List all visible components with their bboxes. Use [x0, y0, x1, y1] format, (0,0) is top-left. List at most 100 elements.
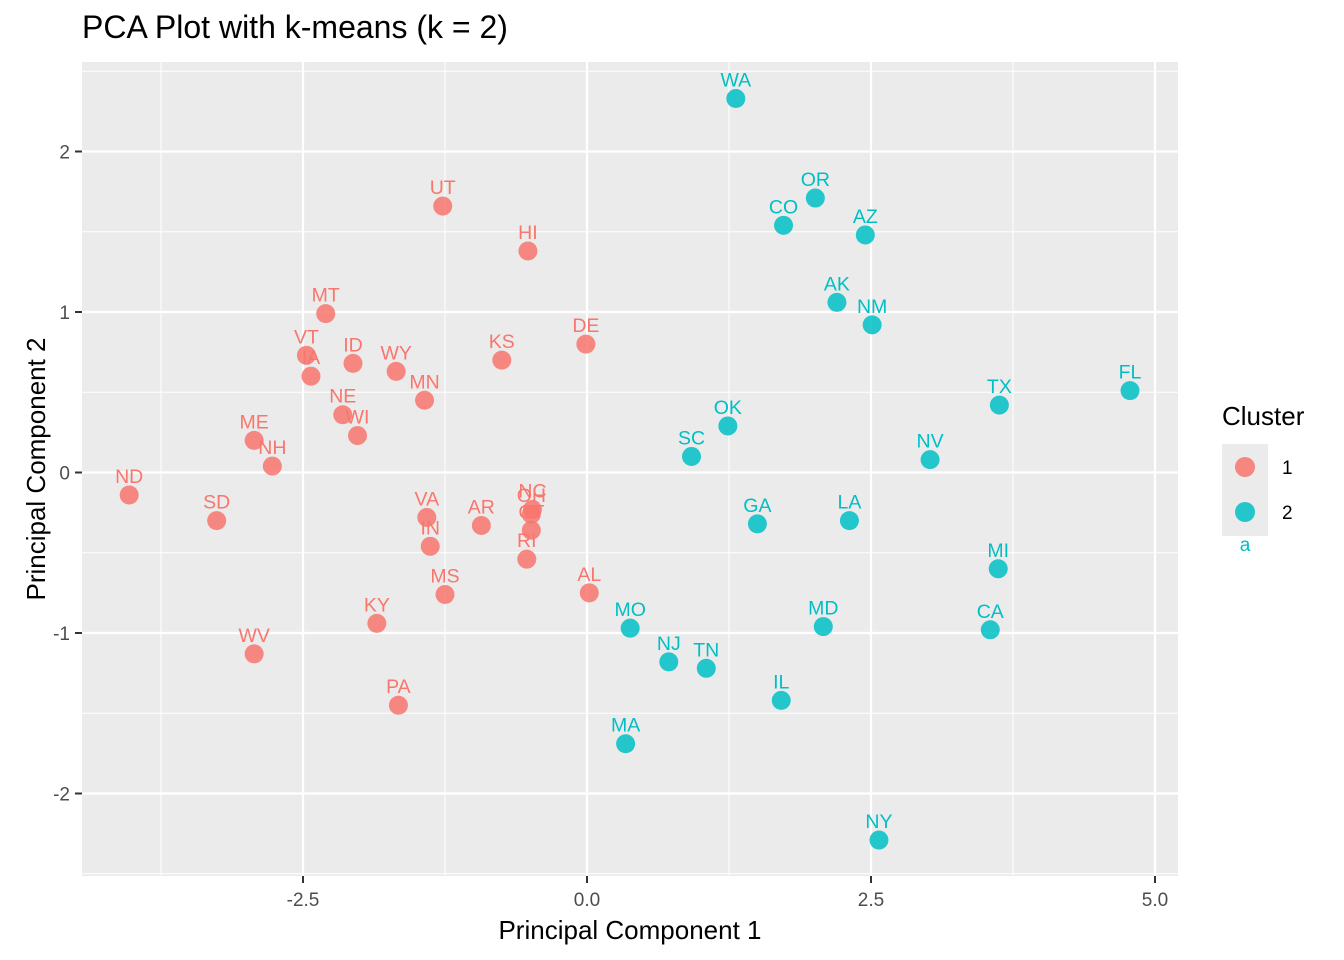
legend-key-2-text-glyph: a [1240, 535, 1251, 556]
point-label-or: OR [801, 169, 830, 191]
point-label-ct: CT [518, 501, 544, 523]
point-fl [1120, 381, 1140, 401]
y-tick-label: -2 [53, 785, 70, 806]
point-ri [517, 549, 537, 569]
point-pa [388, 695, 408, 715]
point-label-wy: WY [380, 342, 411, 364]
point-label-ok: OK [714, 397, 742, 419]
x-axis-title: Principal Component 1 [498, 915, 761, 945]
point-label-ca: CA [977, 601, 1004, 623]
point-nv [920, 450, 940, 470]
point-al [579, 583, 599, 603]
point-label-nd: ND [115, 466, 143, 488]
point-label-pa: PA [386, 676, 411, 698]
point-label-al: AL [577, 564, 601, 586]
point-il [771, 690, 791, 710]
point-tx [989, 395, 1009, 415]
point-ne [333, 405, 353, 425]
point-label-wi: WI [346, 407, 370, 429]
y-tick-label: 1 [59, 303, 70, 324]
legend-key-2-swatch [1235, 502, 1255, 522]
point-ar [471, 515, 491, 535]
point-label-nj: NJ [657, 633, 681, 655]
point-label-id: ID [343, 334, 363, 356]
point-label-mo: MO [614, 599, 645, 621]
legend: Cluster 1 2 a [1222, 401, 1305, 556]
point-label-hi: HI [518, 222, 538, 244]
point-nh [262, 456, 282, 476]
point-label-mt: MT [312, 285, 340, 307]
point-label-mn: MN [409, 371, 439, 393]
point-nd [119, 485, 139, 505]
point-label-de: DE [572, 315, 599, 337]
point-label-nv: NV [917, 431, 944, 453]
legend-label-1: 1 [1282, 458, 1293, 479]
point-hi [518, 241, 538, 261]
point-tn [696, 658, 716, 678]
point-label-tn: TN [693, 639, 719, 661]
point-label-ms: MS [430, 565, 459, 587]
point-ca [980, 620, 1000, 640]
point-az [855, 225, 875, 245]
y-tick-label: 2 [59, 143, 70, 164]
point-ok [718, 416, 738, 436]
legend-key-1-swatch [1235, 457, 1255, 477]
point-mi [988, 559, 1008, 579]
point-id [343, 353, 363, 373]
point-wa [726, 89, 746, 109]
point-la [839, 511, 859, 531]
point-label-sd: SD [203, 492, 230, 514]
point-nj [659, 652, 679, 672]
point-nm [862, 315, 882, 335]
point-ny [869, 830, 889, 850]
point-or [805, 188, 825, 208]
point-co [774, 215, 794, 235]
y-axis: -2 -1 0 1 2 [53, 143, 82, 806]
point-ks [492, 350, 512, 370]
data-points [119, 89, 1140, 850]
legend-label-2: 2 [1282, 503, 1293, 524]
point-label-ri: RI [517, 530, 537, 552]
point-label-ny: NY [865, 811, 892, 833]
point-label-ne: NE [329, 386, 356, 408]
point-mo [620, 618, 640, 638]
point-ut [433, 196, 453, 216]
y-tick-label: -1 [53, 624, 70, 645]
point-label-ak: AK [824, 273, 850, 295]
point-sd [207, 511, 227, 531]
point-va [417, 507, 437, 527]
x-axis: -2.5 0.0 2.5 5.0 [287, 876, 1168, 911]
point-label-nc: NC [518, 480, 546, 502]
x-tick-label: 0.0 [574, 890, 600, 911]
point-label-az: AZ [853, 206, 878, 228]
point-label-mi: MI [987, 540, 1009, 562]
legend-title: Cluster [1222, 401, 1305, 431]
point-label-me: ME [240, 411, 269, 433]
point-ak [827, 292, 847, 312]
point-mn [415, 390, 435, 410]
point-label-vt: VT [294, 326, 319, 348]
point-sc [682, 446, 702, 466]
y-axis-title: Principal Component 2 [21, 337, 51, 600]
point-wi [348, 426, 368, 446]
point-ma [616, 734, 636, 754]
point-ga [747, 514, 767, 534]
point-label-wa: WA [720, 70, 751, 92]
point-me [244, 430, 264, 450]
point-vt [296, 345, 316, 365]
point-label-ks: KS [489, 331, 515, 353]
x-tick-label: 5.0 [1142, 890, 1168, 911]
chart-title: PCA Plot with k-means (k = 2) [82, 9, 508, 45]
point-label-oh: OH [517, 485, 546, 507]
point-mt [316, 304, 336, 324]
point-label-md: MD [808, 598, 838, 620]
y-tick-label: 0 [59, 464, 70, 485]
point-label-in: IN [420, 517, 440, 539]
point-md [813, 617, 833, 637]
point-label-la: LA [837, 492, 861, 514]
x-tick-label: -2.5 [287, 890, 320, 911]
point-label-co: CO [769, 196, 798, 218]
plot-panel [82, 62, 1178, 876]
